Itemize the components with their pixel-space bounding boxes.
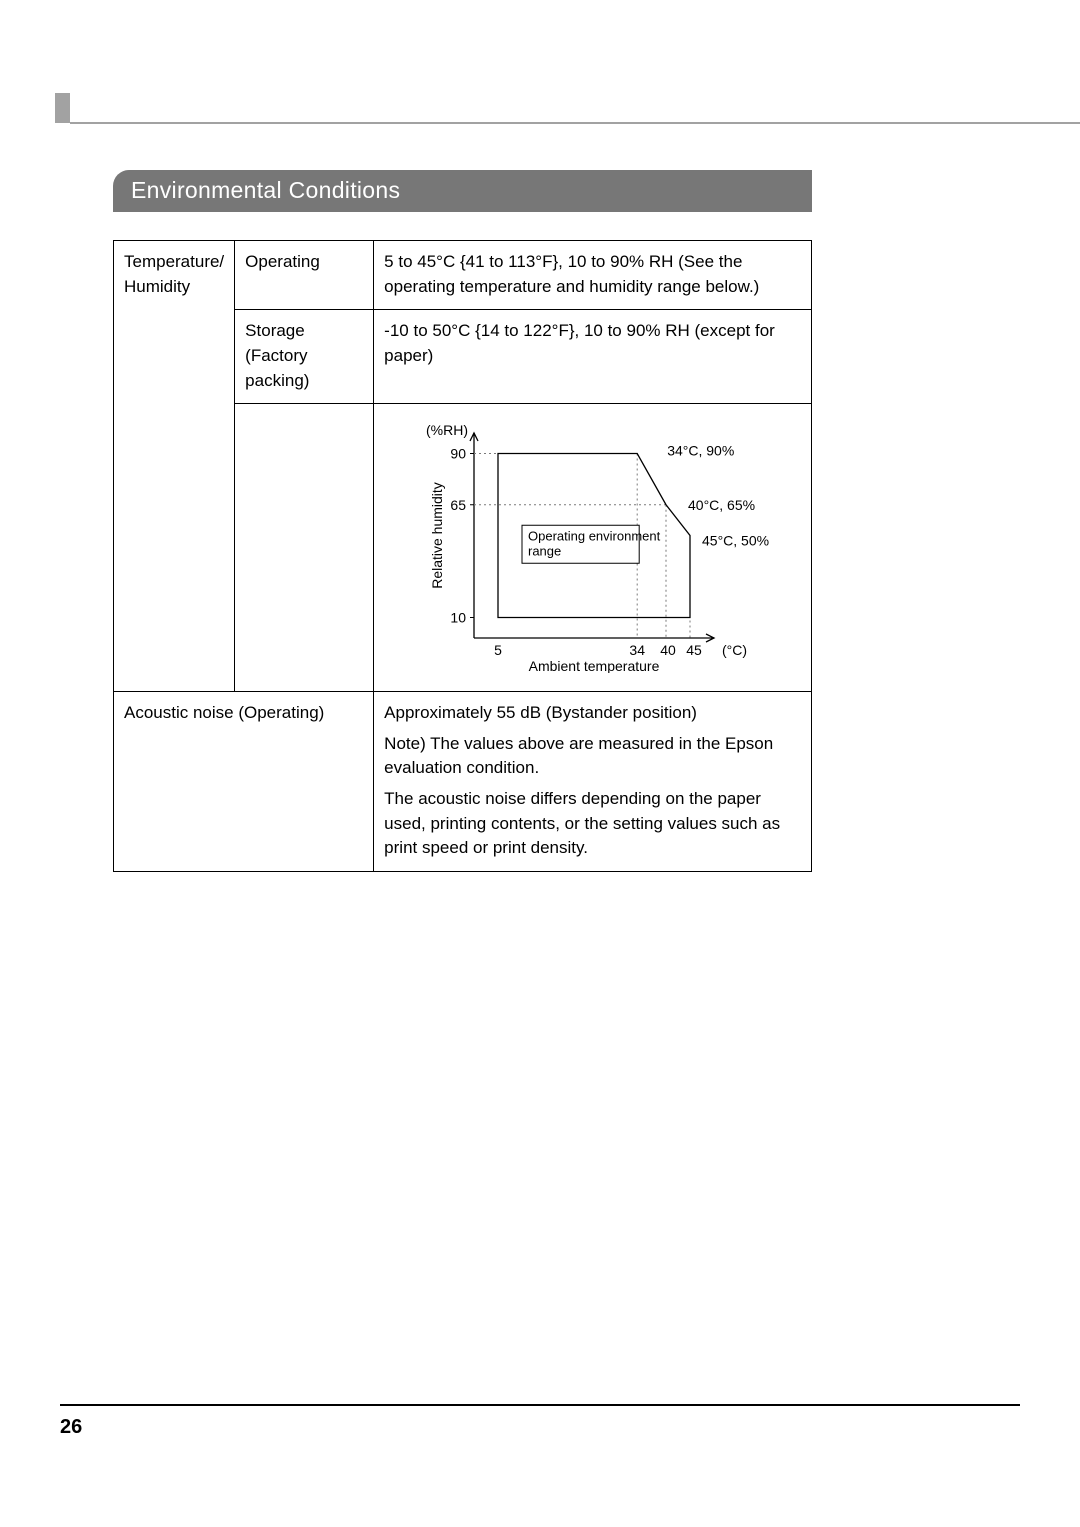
svg-text:90: 90	[451, 446, 467, 462]
page-content: Environmental Conditions Temperature/ Hu…	[113, 170, 812, 872]
svg-text:45°C, 50%: 45°C, 50%	[702, 533, 769, 549]
svg-text:65: 65	[451, 497, 467, 513]
acoustic-p1: Approximately 55 dB (Bystander position)	[384, 701, 801, 726]
acoustic-p3: The acoustic noise differs depending on …	[384, 787, 801, 861]
cell-temp-humidity-label: Temperature/ Humidity	[114, 241, 235, 692]
acoustic-p2: Note) The values above are measured in t…	[384, 732, 801, 781]
svg-text:Ambient temperature: Ambient temperature	[529, 658, 660, 673]
footer-rule	[60, 1404, 1020, 1406]
cell-chart: 10 65 90 5 34 40 45 (%RH) (°C) Ambient temperatur…	[374, 404, 812, 692]
cell-storage-value: -10 to 50°C {14 to 122°F}, 10 to 90% RH …	[374, 310, 812, 404]
cell-acoustic-label: Acoustic noise (Operating)	[114, 692, 374, 872]
svg-text:(%RH): (%RH)	[426, 422, 468, 438]
humidity-chart: 10 65 90 5 34 40 45 (%RH) (°C) Ambient temperatur…	[424, 418, 794, 673]
chart-svg: 10 65 90 5 34 40 45 (%RH) (°C) Ambient temperatur…	[424, 418, 794, 673]
svg-text:40: 40	[660, 642, 676, 658]
page-number: 26	[60, 1416, 82, 1439]
svg-text:range: range	[528, 543, 561, 558]
cell-operating-sub: Operating	[235, 241, 374, 310]
svg-text:(°C): (°C)	[722, 642, 747, 658]
svg-text:10: 10	[451, 610, 467, 626]
svg-text:Operating environment: Operating environment	[528, 528, 661, 543]
section-heading: Environmental Conditions	[113, 170, 812, 212]
top-rule	[70, 122, 1080, 124]
spec-table: Temperature/ Humidity Operating 5 to 45°…	[113, 240, 812, 872]
table-row: Acoustic noise (Operating) Approximately…	[114, 692, 812, 872]
svg-text:Relative humidity: Relative humidity	[429, 482, 445, 589]
cell-operating-value: 5 to 45°C {41 to 113°F}, 10 to 90% RH (S…	[374, 241, 812, 310]
svg-text:34°C, 90%: 34°C, 90%	[667, 443, 734, 459]
svg-text:5: 5	[494, 642, 502, 658]
svg-text:34: 34	[630, 642, 646, 658]
svg-text:40°C, 65%: 40°C, 65%	[688, 497, 755, 513]
side-marker	[55, 93, 70, 123]
cell-chart-empty	[235, 404, 374, 692]
svg-text:45: 45	[686, 642, 702, 658]
table-row: Temperature/ Humidity Operating 5 to 45°…	[114, 241, 812, 310]
cell-acoustic-value: Approximately 55 dB (Bystander position)…	[374, 692, 812, 872]
cell-storage-sub: Storage (Factory packing)	[235, 310, 374, 404]
